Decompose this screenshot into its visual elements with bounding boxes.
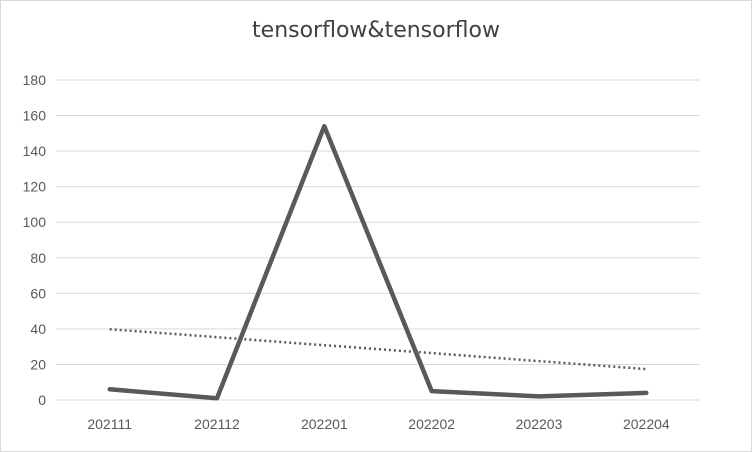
- series-line: [107, 123, 649, 401]
- y-tick-label: 20: [30, 356, 46, 372]
- data-point: [431, 390, 433, 392]
- y-tick-label: 120: [23, 179, 47, 195]
- data-point: [645, 392, 647, 394]
- series-layer: [107, 123, 649, 401]
- y-axis-ticks: 0 20 40 60 80 100 120 140 160 180: [23, 72, 47, 408]
- y-tick-label: 40: [30, 321, 46, 337]
- y-tick-label: 60: [30, 285, 46, 301]
- x-axis-ticks: 202111 202112 202201 202202 202203 202204: [87, 416, 670, 432]
- x-tick-label: 202201: [301, 416, 348, 432]
- y-tick-label: 100: [23, 214, 47, 230]
- x-tick-label: 202204: [623, 416, 670, 432]
- data-point: [216, 397, 218, 399]
- data-point: [323, 125, 325, 127]
- x-tick-label: 202112: [194, 416, 240, 432]
- y-tick-label: 0: [38, 392, 46, 408]
- data-point: [109, 388, 111, 390]
- y-tick-label: 180: [23, 72, 47, 88]
- y-tick-label: 80: [30, 250, 46, 266]
- y-tick-label: 140: [23, 143, 47, 159]
- x-tick-label: 202203: [516, 416, 563, 432]
- x-tick-label: 202202: [408, 416, 455, 432]
- x-tick-label: 202111: [87, 416, 132, 432]
- y-tick-label: 160: [23, 108, 47, 124]
- trendline: [109, 327, 647, 371]
- data-point: [538, 395, 540, 397]
- chart-title: tensorflow&tensorflow: [252, 18, 500, 43]
- gridlines: [56, 79, 700, 401]
